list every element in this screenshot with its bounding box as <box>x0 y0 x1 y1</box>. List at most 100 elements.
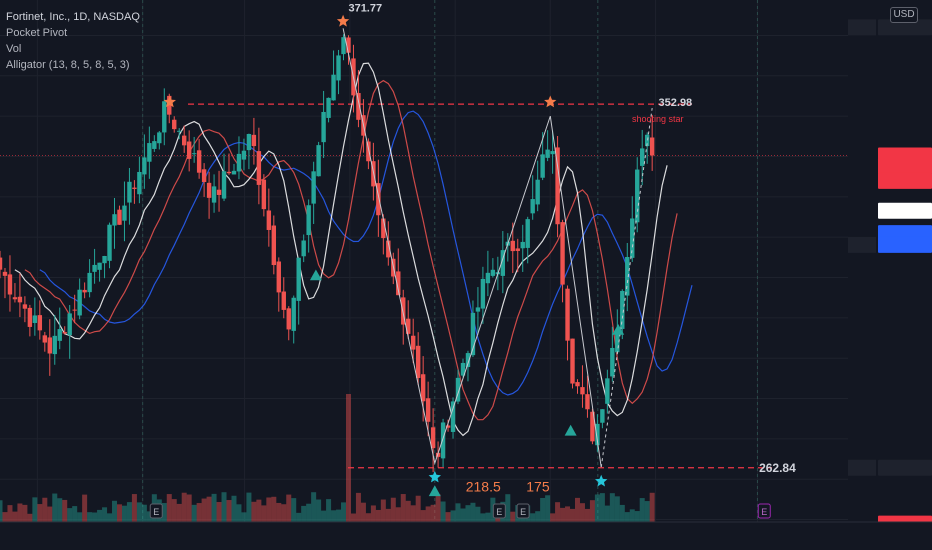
candle-body <box>82 289 87 293</box>
volume-bar <box>579 503 585 522</box>
candle-body <box>72 309 77 311</box>
indicator-pocket-pivot[interactable]: Pocket Pivot <box>6 27 68 39</box>
candle-body <box>276 261 281 293</box>
candle-body <box>470 312 476 356</box>
volume-bar <box>341 502 347 522</box>
volume-bar <box>425 506 431 522</box>
candle-body <box>206 182 212 198</box>
volume-bar <box>470 502 476 522</box>
candle-body <box>122 205 127 221</box>
candle-body <box>67 313 72 336</box>
volume-bar <box>390 497 396 522</box>
pattern-drawing <box>342 28 653 468</box>
candle-body <box>341 37 346 55</box>
volume-bar <box>589 500 595 522</box>
volume-bar <box>465 505 471 522</box>
volume-bar <box>27 513 33 522</box>
pattern-zigzag <box>342 28 602 468</box>
candle-body <box>595 423 600 446</box>
volume-bar <box>545 495 551 522</box>
candle-body <box>47 337 52 354</box>
volume-bar <box>82 494 88 522</box>
volume-bar <box>141 504 147 522</box>
chart-legend: Fortinet, Inc., 1D, NASDAQ Pocket Pivot … <box>6 9 140 73</box>
peak-price-label: 371.77 <box>348 2 382 14</box>
pocket-pivot-triangle-icon <box>564 424 577 436</box>
volume-bar <box>221 492 227 522</box>
symbol-title[interactable]: Fortinet, Inc., 1D, NASDAQ <box>6 11 140 23</box>
pocket-pivot-triangle-icon <box>612 323 625 335</box>
candle-body <box>520 241 525 249</box>
volume-bar <box>131 494 137 522</box>
alligator-indicator <box>14 62 693 437</box>
candle-body <box>7 274 13 295</box>
candle-body <box>102 255 107 264</box>
candle-body <box>196 150 202 173</box>
volume-bar <box>176 503 182 522</box>
candle-body <box>191 153 197 155</box>
candle-body <box>610 347 615 377</box>
volume-bar <box>92 512 98 522</box>
pocket-pivot-triangle-icon <box>309 269 322 281</box>
pivot-high-star-icon <box>544 95 557 108</box>
candle-body <box>162 101 167 133</box>
trend-line <box>600 108 653 468</box>
candle-body <box>296 257 301 301</box>
candle-body <box>321 111 326 143</box>
candle-body <box>186 141 192 159</box>
volume-bar <box>395 507 401 522</box>
candle-body <box>376 183 381 216</box>
candle-body <box>450 401 456 432</box>
volume-bar <box>266 497 272 522</box>
volume-bar <box>186 494 192 522</box>
volume-bar <box>171 499 177 522</box>
candle-body <box>221 171 227 199</box>
candle-body <box>246 133 252 151</box>
volume-bar <box>97 509 103 522</box>
candle-body <box>560 222 565 285</box>
candle-body <box>211 186 217 203</box>
volume-bar <box>445 512 451 522</box>
volume-bar <box>435 494 441 522</box>
candle-body <box>625 257 630 296</box>
indicator-alligator[interactable]: Alligator (13, 8, 5, 8, 5, 3) <box>6 59 130 71</box>
candle-body <box>77 289 82 316</box>
candle-body <box>575 382 580 387</box>
candle-body <box>216 189 222 195</box>
candle-body <box>545 149 550 158</box>
pocket-pivot-triangle-icon <box>428 485 441 497</box>
volume-bar <box>62 499 68 522</box>
volume-bar <box>0 500 3 522</box>
volume-bar <box>316 499 322 522</box>
candle-body <box>401 297 406 325</box>
volume-bar <box>102 507 108 522</box>
volume-bar <box>405 500 411 522</box>
candle-body <box>630 218 635 258</box>
candle-body <box>42 335 48 343</box>
volume-bar <box>336 509 342 522</box>
volume-bar <box>440 501 446 522</box>
measure-count-a: 218.5 <box>466 478 501 494</box>
volume-bar <box>574 497 580 522</box>
price-axis[interactable] <box>848 0 932 532</box>
volume-bar <box>121 505 127 522</box>
volume-bar <box>7 505 13 522</box>
volume-bar <box>12 511 18 522</box>
volume-bar <box>649 492 655 522</box>
candle-body <box>490 269 496 276</box>
volume-bar <box>286 494 292 522</box>
candle-body <box>281 291 286 310</box>
candle-body <box>2 271 8 276</box>
time-axis[interactable] <box>0 521 932 550</box>
volume-bar <box>191 504 197 522</box>
indicator-volume[interactable]: Vol <box>6 43 22 55</box>
volume-bar <box>246 492 252 522</box>
pattern-label: shooting star <box>632 114 684 124</box>
volume-bar <box>639 498 645 522</box>
candle-body <box>251 134 257 147</box>
currency-button[interactable]: USD <box>890 7 918 23</box>
candle-body <box>12 297 18 300</box>
volume-bar <box>57 498 63 522</box>
volume-bar <box>196 503 202 522</box>
